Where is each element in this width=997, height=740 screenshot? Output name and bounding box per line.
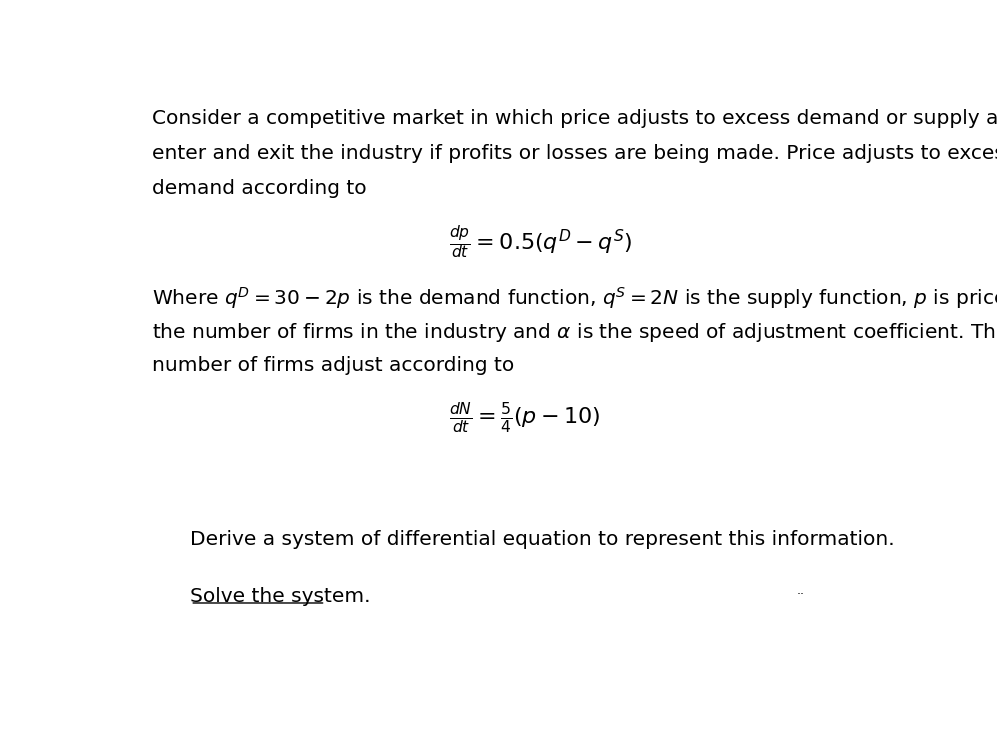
- Text: the number of firms in the industry and $\alpha$ is the speed of adjustment coef: the number of firms in the industry and …: [152, 320, 997, 343]
- Text: Consider a competitive market in which price adjusts to excess demand or supply : Consider a competitive market in which p…: [152, 109, 997, 128]
- Text: $\frac{dN}{dt}$$= \frac{5}{4}(p - 10)$: $\frac{dN}{dt}$$= \frac{5}{4}(p - 10)$: [449, 400, 600, 434]
- Text: demand according to: demand according to: [152, 179, 366, 198]
- Text: Where $q^D = 30 - 2p$ is the demand function, $q^S = 2N$ is the supply function,: Where $q^D = 30 - 2p$ is the demand func…: [152, 285, 997, 311]
- Text: number of firms adjust according to: number of firms adjust according to: [152, 356, 513, 375]
- Text: Solve the system.: Solve the system.: [190, 587, 371, 606]
- Text: Derive a system of differential equation to represent this information.: Derive a system of differential equation…: [190, 530, 895, 549]
- Text: ..: ..: [797, 584, 805, 597]
- Text: enter and exit the industry if profits or losses are being made. Price adjusts t: enter and exit the industry if profits o…: [152, 144, 997, 163]
- Text: $\frac{dp}{dt}$$= 0.5(q^D - q^S)$: $\frac{dp}{dt}$$= 0.5(q^D - q^S)$: [449, 223, 632, 261]
